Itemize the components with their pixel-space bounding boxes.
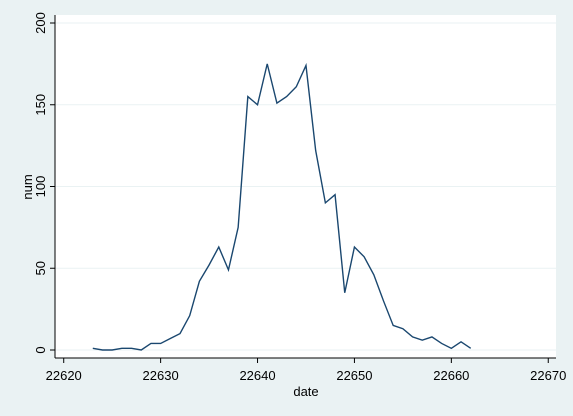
y-tick-label: 100 — [33, 176, 48, 198]
y-axis-label: num — [20, 174, 35, 199]
x-tick-label: 22630 — [143, 368, 179, 383]
y-tick-label: 150 — [33, 94, 48, 116]
x-tick-label: 22620 — [46, 368, 82, 383]
y-tick-label: 50 — [33, 261, 48, 275]
y-tick-label: 200 — [33, 12, 48, 34]
x-tick-label: 22660 — [433, 368, 469, 383]
data-line — [92, 62, 472, 351]
x-tick-label: 22670 — [530, 368, 566, 383]
y-tick-label: 0 — [33, 346, 48, 353]
x-axis-label: date — [293, 384, 318, 399]
x-tick-label: 22650 — [336, 368, 372, 383]
x-tick-label: 22640 — [239, 368, 275, 383]
